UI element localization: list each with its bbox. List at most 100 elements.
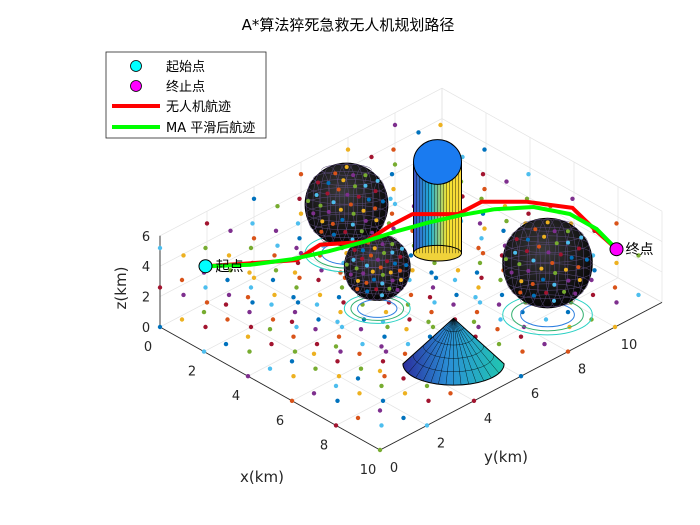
node-point <box>477 260 483 266</box>
node-point <box>316 277 321 283</box>
node-point <box>223 341 229 347</box>
node-point <box>273 228 279 233</box>
node-point <box>291 295 296 300</box>
node-point <box>614 300 619 305</box>
y-tick-label: 0 <box>390 461 398 476</box>
node-point <box>392 122 398 128</box>
y-tick-label: 6 <box>531 387 539 402</box>
node-point <box>432 260 437 266</box>
node-point <box>289 319 295 324</box>
node-point <box>269 302 274 307</box>
legend-label-start: 起始点 <box>166 60 205 75</box>
node-point <box>471 319 477 324</box>
node-point <box>335 359 340 364</box>
node-point <box>636 253 641 258</box>
node-point <box>383 349 389 354</box>
endpoints: 起点 终点 <box>198 242 654 275</box>
node-point <box>292 309 298 315</box>
node-point <box>504 218 509 224</box>
node-point <box>482 186 487 192</box>
node-point <box>474 270 480 275</box>
node-point <box>358 327 364 332</box>
node-point <box>251 196 257 201</box>
node-point <box>612 324 618 330</box>
node-point <box>391 186 396 192</box>
node-point <box>357 351 362 356</box>
node-point <box>316 317 321 322</box>
node-point <box>388 196 393 201</box>
node-point <box>612 285 618 290</box>
x-tick-label: 10 <box>360 463 377 478</box>
node-point <box>590 292 596 298</box>
legend-label-end: 终止点 <box>166 79 205 95</box>
node-point <box>203 285 208 290</box>
flight-paths <box>205 199 618 269</box>
node-point <box>405 341 411 347</box>
node-point <box>589 277 594 283</box>
node-point <box>482 226 487 231</box>
node-point <box>592 268 597 273</box>
node-point <box>426 319 431 324</box>
node-point <box>402 391 408 396</box>
node-point <box>313 327 318 332</box>
node-point <box>382 374 387 379</box>
node-point <box>426 398 431 403</box>
node-point <box>333 344 339 349</box>
node-point <box>335 398 340 403</box>
node-point <box>427 295 433 300</box>
y-tick-label: 2 <box>437 436 445 451</box>
node-point <box>477 300 483 305</box>
node-point <box>247 270 252 275</box>
node-point <box>294 245 299 251</box>
end-point-marker <box>609 242 624 257</box>
node-point <box>452 277 458 283</box>
node-point <box>498 277 503 283</box>
node-point <box>157 324 163 330</box>
node-point <box>429 270 434 275</box>
x-tick-label: 2 <box>188 365 196 380</box>
node-point <box>225 277 230 283</box>
node-point <box>454 292 459 298</box>
legend-label-smoothed-path: MA 平滑后航迹 <box>166 120 255 136</box>
node-point <box>289 359 295 364</box>
end-point-label: 终点 <box>626 242 654 258</box>
node-point <box>424 423 430 428</box>
x-axis-line <box>159 326 381 451</box>
node-point <box>157 285 163 290</box>
node-point <box>289 398 295 403</box>
node-point <box>335 319 340 324</box>
node-point <box>542 341 547 347</box>
node-point <box>382 334 387 339</box>
node-point <box>272 253 277 258</box>
node-point <box>369 154 374 160</box>
node-point <box>496 341 502 347</box>
node-point <box>433 275 439 280</box>
node-point <box>476 245 481 251</box>
node-point <box>338 349 343 354</box>
y-axis-label: y(km) <box>484 448 528 466</box>
node-point <box>294 285 299 290</box>
legend-end-marker <box>130 80 142 92</box>
node-point <box>181 292 186 298</box>
node-point <box>430 285 436 290</box>
legend-label-uav-path: 无人机航迹 <box>166 99 231 115</box>
node-point <box>341 300 346 305</box>
node-point <box>291 374 296 379</box>
node-point <box>270 317 276 322</box>
node-point <box>498 317 503 322</box>
node-point <box>451 302 456 307</box>
z-tick-label: 4 <box>142 260 150 275</box>
node-point <box>248 324 254 330</box>
node-point <box>298 211 304 216</box>
node-point <box>319 268 324 273</box>
node-point <box>297 196 302 201</box>
node-point <box>225 317 230 322</box>
node-point <box>471 398 477 403</box>
node-point <box>427 334 433 339</box>
node-point <box>267 366 273 371</box>
node-point <box>273 268 279 273</box>
node-point <box>379 344 384 349</box>
node-point <box>223 302 229 307</box>
node-point <box>336 334 342 339</box>
